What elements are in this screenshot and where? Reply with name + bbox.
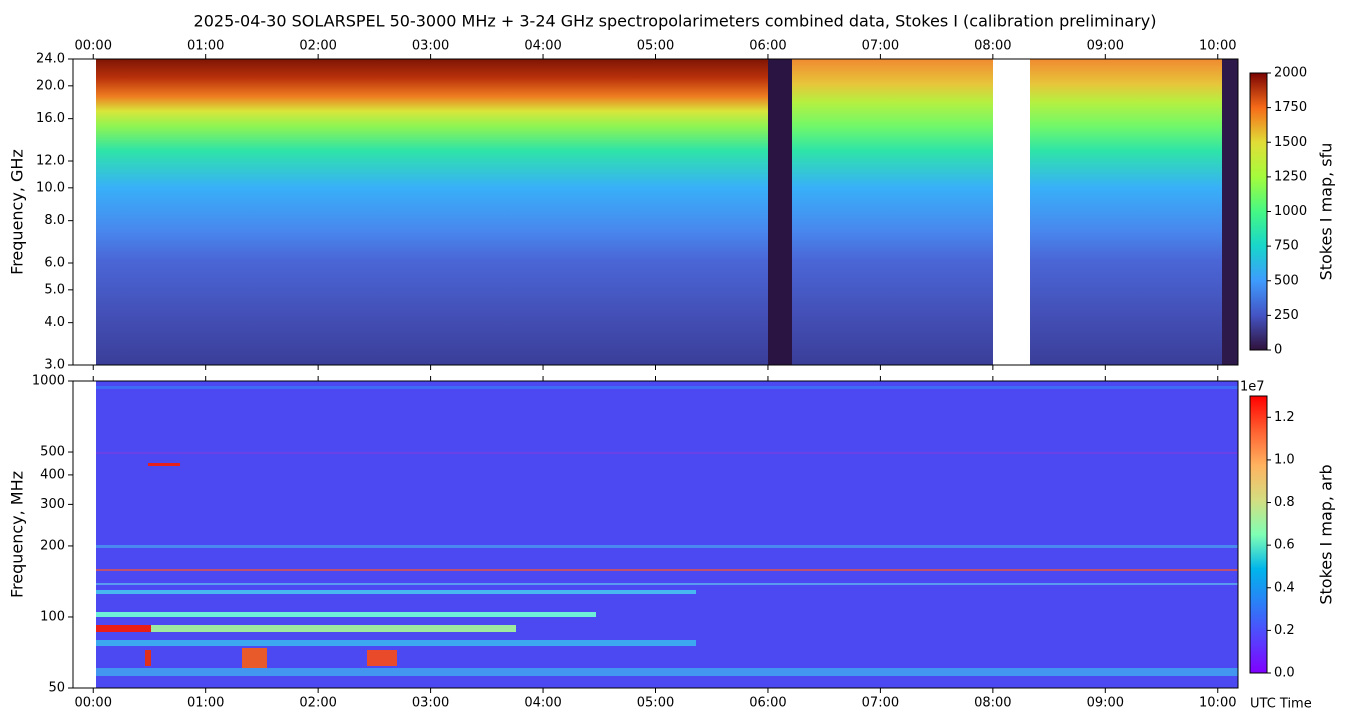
y-tick-label: 100 — [40, 609, 65, 624]
colorbar — [1249, 72, 1268, 351]
x-tick-label: 04:00 — [524, 696, 561, 711]
colorbar-tick-label: 750 — [1274, 239, 1299, 254]
colorbar-tick-label: 1.2 — [1274, 410, 1295, 425]
y-tick-label: 8.0 — [44, 213, 65, 228]
burst — [242, 648, 267, 668]
streak — [96, 625, 516, 632]
spectrogram-mhz — [96, 381, 1238, 688]
burst — [367, 650, 397, 666]
data-dropout — [1222, 59, 1238, 365]
data-dropout — [768, 59, 792, 365]
x-tick-label: 00:00 — [75, 696, 112, 711]
streak — [96, 583, 1238, 585]
y-tick-label: 3.0 — [44, 358, 65, 373]
x-tick-label: 09:00 — [1087, 39, 1124, 54]
chart-title: 2025-04-30 SOLARSPEL 50-3000 MHz + 3-24 … — [194, 12, 1157, 31]
colorbar-tick-label: 0.8 — [1274, 495, 1295, 510]
colorbar-tick-label: 0 — [1274, 343, 1282, 358]
colorbar-tick-label: 1000 — [1274, 204, 1307, 219]
colorbar-tick-label: 1500 — [1274, 135, 1307, 150]
y-tick-label: 200 — [40, 538, 65, 553]
colorbar-tick-label: 0.2 — [1274, 623, 1295, 638]
y-tick-label: 5.0 — [44, 282, 65, 297]
data-gap — [993, 59, 1030, 365]
x-tick-label: 01:00 — [187, 696, 224, 711]
streak — [96, 386, 1238, 389]
y-tick-label: 300 — [40, 497, 65, 512]
y-axis-label: Frequency, MHz — [8, 471, 27, 598]
streak — [96, 668, 1238, 676]
x-tick-label: 06:00 — [749, 39, 786, 54]
y-tick-label: 12.0 — [36, 154, 65, 169]
y-tick-label: 10.0 — [36, 180, 65, 195]
streak — [96, 545, 1238, 548]
colorbar-tick-label: 2000 — [1274, 66, 1307, 81]
x-tick-label: 07:00 — [862, 39, 899, 54]
streak — [96, 590, 696, 594]
burst — [148, 463, 180, 466]
spectrogram-images — [96, 59, 1238, 688]
y-tick-label: 20.0 — [36, 78, 65, 93]
colorbar-tick-label: 500 — [1274, 273, 1299, 288]
colorbar-tick-label: 0.4 — [1274, 580, 1295, 595]
y-tick-label: 4.0 — [44, 315, 65, 330]
colorbar-label: Stokes I map, sfu — [1317, 143, 1336, 281]
x-tick-label: 10:00 — [1199, 696, 1236, 711]
x-tick-label: 03:00 — [412, 696, 449, 711]
burst — [145, 650, 151, 666]
colorbar-tick-label: 250 — [1274, 308, 1299, 323]
colorbar-tick-label: 0.6 — [1274, 538, 1295, 553]
y-tick-label: 24.0 — [36, 52, 65, 67]
x-tick-label: 09:00 — [1087, 696, 1124, 711]
burst — [96, 625, 151, 632]
colorbar-tick-label: 0.0 — [1274, 666, 1295, 681]
y-axis-label: Frequency, GHz — [8, 149, 27, 275]
streak — [96, 569, 1238, 571]
x-tick-label: 08:00 — [974, 39, 1011, 54]
colorbar-label: Stokes I map, arb — [1317, 464, 1336, 604]
y-tick-label: 1000 — [32, 374, 65, 389]
streak — [96, 452, 1238, 454]
y-tick-label: 6.0 — [44, 256, 65, 271]
x-tick-label: 05:00 — [637, 696, 674, 711]
y-tick-label: 50 — [48, 681, 65, 696]
colorbar — [1249, 395, 1268, 674]
y-tick-label: 16.0 — [36, 111, 65, 126]
x-tick-label: 02:00 — [299, 39, 336, 54]
y-tick-label: 400 — [40, 467, 65, 482]
x-tick-label: 00:00 — [75, 39, 112, 54]
colorbar-tick-label: 1750 — [1274, 100, 1307, 115]
colorbar-tick-label: 1.0 — [1274, 452, 1295, 467]
x-tick-label: 07:00 — [862, 696, 899, 711]
x-tick-label: 04:00 — [524, 39, 561, 54]
y-tick-label: 500 — [40, 445, 65, 460]
x-axis-label: UTC Time — [1250, 697, 1312, 712]
x-tick-label: 08:00 — [974, 696, 1011, 711]
x-tick-label: 01:00 — [187, 39, 224, 54]
streak — [96, 640, 696, 646]
x-tick-label: 06:00 — [749, 696, 786, 711]
colorbar-offset: 1e7 — [1240, 380, 1265, 395]
x-tick-label: 10:00 — [1199, 39, 1236, 54]
colorbar-tick-label: 1250 — [1274, 169, 1307, 184]
x-tick-label: 05:00 — [637, 39, 674, 54]
x-tick-label: 02:00 — [299, 696, 336, 711]
streak — [96, 612, 596, 617]
x-tick-label: 03:00 — [412, 39, 449, 54]
